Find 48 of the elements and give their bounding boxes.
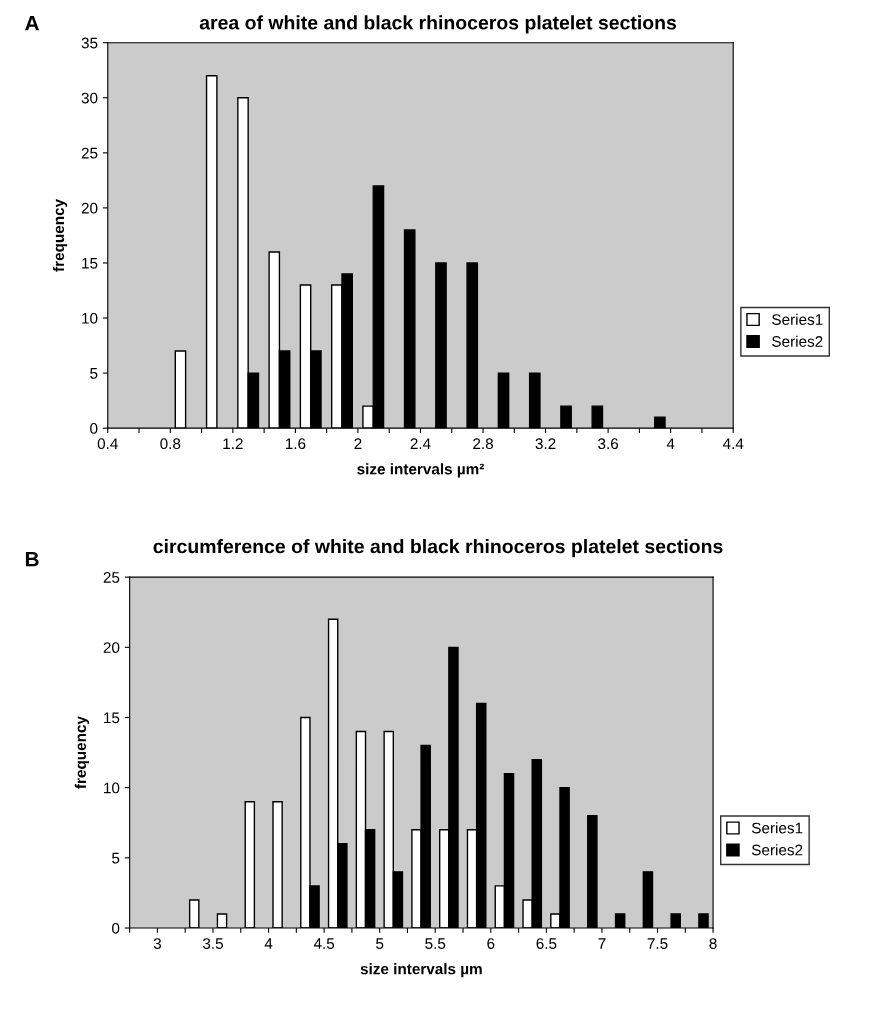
legend-label: Series1 <box>772 313 823 325</box>
x-tick-label: 7 <box>598 938 606 949</box>
y-tick-label: 10 <box>82 312 98 324</box>
x-tick-label: 2.8 <box>473 438 493 450</box>
x-tick-label: 0.4 <box>97 438 118 450</box>
y-tick-label: 0 <box>112 922 120 934</box>
y-tick-label: 35 <box>81 37 98 49</box>
x-tick-label: 4.4 <box>722 438 744 449</box>
x-tick-label: 0.8 <box>160 438 181 450</box>
text: A <box>25 16 40 31</box>
y-tick-label: 5 <box>112 852 120 864</box>
x-tick-label: 3.5 <box>202 938 223 949</box>
legend-label: Series2 <box>751 844 803 856</box>
y-tick-label: 5 <box>90 368 98 379</box>
y-axis-title: frequency <box>74 716 90 789</box>
x-tick-label: 1.2 <box>223 438 243 449</box>
chart-title: circumference of white and black rhinoceros platelet sections <box>153 539 723 558</box>
chart-title: area of white and black rhinoceros platelet sections <box>199 15 677 34</box>
x-axis-title: size intervals µm² <box>357 463 484 478</box>
y-tick-label: 25 <box>81 147 98 159</box>
x-tick-label: 4.5 <box>313 938 335 949</box>
x-tick-label: 7.5 <box>647 938 668 949</box>
y-tick-label: 15 <box>104 712 120 724</box>
x-tick-label: 5.5 <box>425 938 446 949</box>
x-tick-label: 6 <box>487 938 495 949</box>
x-tick-label: 3 <box>153 938 162 949</box>
x-tick-label: 3.2 <box>535 438 556 450</box>
x-tick-label: 2.4 <box>410 438 431 449</box>
y-axis-title: frequency <box>52 199 68 272</box>
x-tick-label: 4 <box>264 938 273 949</box>
y-tick-label: 30 <box>81 92 98 104</box>
x-tick-label: 8 <box>709 938 717 949</box>
x-tick-label: 4 <box>666 438 675 449</box>
text: B <box>25 551 39 567</box>
x-tick-label: 2 <box>354 438 362 449</box>
y-tick-label: 20 <box>103 642 120 654</box>
x-tick-label: 6.5 <box>536 938 557 949</box>
x-tick-label: 1.6 <box>285 438 306 450</box>
x-axis-title: size intervals µm <box>360 963 482 978</box>
legend-label: Series2 <box>772 335 823 347</box>
y-tick-label: 20 <box>81 202 98 214</box>
legend-label: Series1 <box>751 822 803 834</box>
y-tick-label: 25 <box>103 572 120 583</box>
y-tick-label: 10 <box>104 782 120 794</box>
x-tick-label: 3.6 <box>598 438 619 450</box>
x-tick-label: 5 <box>376 938 384 949</box>
y-tick-label: 0 <box>90 423 98 434</box>
y-tick-label: 15 <box>82 257 98 269</box>
